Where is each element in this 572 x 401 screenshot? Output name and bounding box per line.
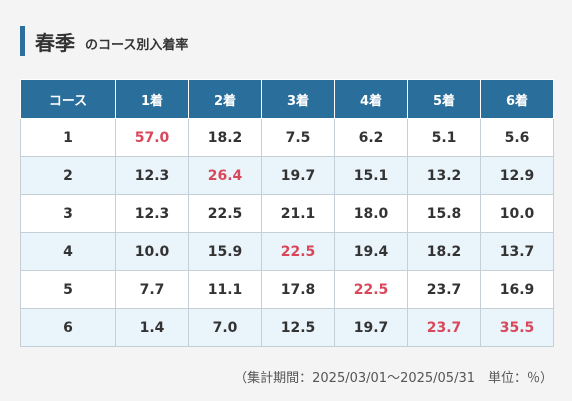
rate-cell: 18.2: [188, 118, 262, 157]
rate-cell: 19.7: [261, 156, 335, 195]
column-header-1st: 1着: [115, 79, 189, 119]
rate-cell: 17.8: [261, 270, 335, 309]
rate-cell: 10.0: [115, 232, 189, 271]
table-row: 4 10.0 15.9 22.5 19.4 18.2 13.7: [20, 232, 554, 271]
rate-cell: 22.5: [334, 270, 408, 309]
table-row: 2 12.3 26.4 19.7 15.1 13.2 12.9: [20, 156, 554, 195]
rate-cell: 23.7: [407, 270, 481, 309]
rate-cell: 12.3: [115, 194, 189, 233]
rate-cell: 35.5: [480, 308, 554, 347]
column-header-course: コース: [20, 79, 116, 119]
rate-cell: 6.2: [334, 118, 408, 157]
rate-cell: 13.2: [407, 156, 481, 195]
aggregation-period-note: （集計期間：2025/03/01～2025/05/31 単位：％）: [234, 371, 553, 386]
table-header-row: コース 1着 2着 3着 4着 5着 6着: [20, 79, 554, 119]
rate-cell: 57.0: [115, 118, 189, 157]
column-header-6th: 6着: [480, 79, 554, 119]
rate-cell: 10.0: [480, 194, 554, 233]
rate-cell: 12.3: [115, 156, 189, 195]
course-placement-table: コース 1着 2着 3着 4着 5着 6着 1 57.0 18.2 7.5 6.2 5.1…: [20, 79, 554, 347]
course-number-cell: 1: [20, 118, 116, 157]
rate-cell: 22.5: [188, 194, 262, 233]
rate-cell: 7.7: [115, 270, 189, 309]
rate-cell: 16.9: [480, 270, 554, 309]
course-number-cell: 4: [20, 232, 116, 271]
column-header-5th: 5着: [407, 79, 481, 119]
page-subtitle: のコース別入着率: [85, 37, 189, 53]
table-row: 3 12.3 22.5 21.1 18.0 15.8 10.0: [20, 194, 554, 233]
table-row: 5 7.7 11.1 17.8 22.5 23.7 16.9: [20, 270, 554, 309]
rate-cell: 23.7: [407, 308, 481, 347]
column-header-2nd: 2着: [188, 79, 262, 119]
rate-cell: 12.5: [261, 308, 335, 347]
column-header-3rd: 3着: [261, 79, 335, 119]
rate-cell: 18.2: [407, 232, 481, 271]
course-number-cell: 5: [20, 270, 116, 309]
course-number-cell: 6: [20, 308, 116, 347]
section-header: 春季 のコース別入着率: [20, 26, 188, 56]
rate-cell: 12.9: [480, 156, 554, 195]
rate-cell: 19.7: [334, 308, 408, 347]
rate-cell: 26.4: [188, 156, 262, 195]
table-row: 6 1.4 7.0 12.5 19.7 23.7 35.5: [20, 308, 554, 347]
rate-cell: 15.1: [334, 156, 408, 195]
rate-cell: 22.5: [261, 232, 335, 271]
rate-cell: 13.7: [480, 232, 554, 271]
header-accent-bar: [20, 26, 25, 56]
course-number-cell: 3: [20, 194, 116, 233]
rate-cell: 18.0: [334, 194, 408, 233]
rate-cell: 7.0: [188, 308, 262, 347]
course-number-cell: 2: [20, 156, 116, 195]
page-title: 春季: [35, 30, 75, 55]
rate-cell: 19.4: [334, 232, 408, 271]
rate-cell: 15.9: [188, 232, 262, 271]
rate-cell: 11.1: [188, 270, 262, 309]
rate-cell: 5.6: [480, 118, 554, 157]
column-header-4th: 4着: [334, 79, 408, 119]
rate-cell: 15.8: [407, 194, 481, 233]
table-row: 1 57.0 18.2 7.5 6.2 5.1 5.6: [20, 118, 554, 157]
rate-cell: 1.4: [115, 308, 189, 347]
rate-cell: 5.1: [407, 118, 481, 157]
rate-cell: 21.1: [261, 194, 335, 233]
rate-cell: 7.5: [261, 118, 335, 157]
